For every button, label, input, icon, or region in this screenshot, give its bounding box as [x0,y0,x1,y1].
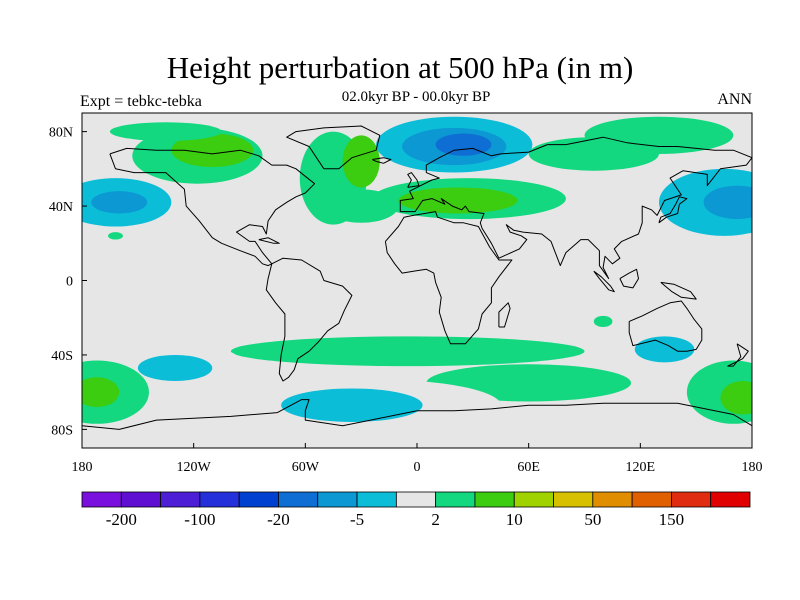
colorbar-tick-label: -5 [350,510,364,529]
chart-subtitle: 02.0kyr BP - 00.0kyr BP [341,89,491,105]
season-label: ANN [717,91,752,108]
anomaly-region-21 [137,354,213,381]
colorbar-box [435,491,476,508]
map-plot-area [81,112,753,449]
x-tick-label: 120E [626,460,656,475]
colorbar-box [631,491,672,508]
anomaly-region-1 [91,191,148,214]
coastline-africa [384,211,513,345]
coastline-north-america [109,147,316,267]
x-tick-label: 0 [414,460,421,475]
experiment-label: Expt = tebkc-tebka [80,93,202,110]
colorbar-box [160,491,201,508]
colorbar-tick-label: 2 [431,510,440,529]
coastline-south-america [265,257,353,382]
x-axis-ticks: 180 120W 60W 0 60E 120E 180 [72,443,763,475]
colorbar-tick-label: 10 [506,510,523,529]
colorbar-box [553,491,594,508]
colorbar-box [317,491,358,508]
x-tick-label: 180 [742,460,763,475]
colorbar-box [81,491,122,508]
anomaly-region-17 [703,185,752,220]
anomaly-fill-layer [82,116,752,432]
colorbar-box [474,491,515,508]
coastline-japan [658,196,688,224]
colorbar-tick-label: -100 [184,510,215,529]
colorbar-box [710,491,751,508]
anomaly-region-14 [584,116,734,154]
coastline-new-guinea [660,281,697,300]
coastline-new-zealand [727,343,749,367]
anomaly-region-32 [108,232,123,240]
anomaly-region-30 [593,315,613,328]
coastline-greenland [286,125,381,170]
coastline-madagascar [498,302,511,328]
coastline-cuba [258,237,280,244]
coastline-borneo [619,268,639,289]
anomaly-region-25 [281,388,423,422]
colorbar-box [395,491,437,508]
colorbar-box [199,491,240,508]
anomaly-region-4 [109,122,222,141]
coastline-great-britain [407,172,420,188]
anomaly-region-27 [634,336,695,363]
coastline-layer [82,125,752,430]
colorbar-tick-label: 50 [584,510,601,529]
colorbar: -200 -100 -20 -5 2 10 50 150 [81,491,751,529]
colorbar-box [356,491,397,508]
coastline-australia [628,300,703,352]
anomaly-region-3 [171,133,254,167]
coastline-antarctica [82,399,752,430]
anomaly-region-23 [82,377,120,408]
anomaly-region-6 [342,135,380,188]
anomaly-region-12 [398,187,518,214]
x-tick-label: 120W [177,460,212,475]
coastline-eurasia [399,136,752,280]
colorbar-box [592,491,633,508]
anomaly-region-18 [230,336,585,367]
y-tick-label: 80S [51,423,73,438]
colorbar-tick-label: -20 [267,510,290,529]
colorbar-box [120,491,161,508]
colorbar-box [513,491,554,508]
y-tick-label: 40S [51,349,73,364]
y-tick-label: 40N [49,200,73,215]
colorbar-box [238,491,279,508]
x-tick-label: 60W [292,460,320,475]
x-tick-label: 60E [517,460,540,475]
coastline-iceland [372,157,392,164]
chart-title: Height perturbation at 500 hPa (in m) [166,50,634,85]
anomaly-region-29 [720,381,752,415]
anomaly-region-31 [219,232,243,244]
y-tick-label: 80N [49,126,73,141]
y-axis-ticks: 80N 40N 0 40S 80S [49,126,87,438]
x-tick-label: 180 [72,460,93,475]
y-tick-label: 0 [66,275,73,290]
colorbar-tick-label: 150 [659,510,685,529]
colorbar-box [278,491,319,508]
coastline-sumatra [593,270,615,293]
colorbar-tick-label: -200 [106,510,137,529]
colorbar-box [671,491,712,508]
